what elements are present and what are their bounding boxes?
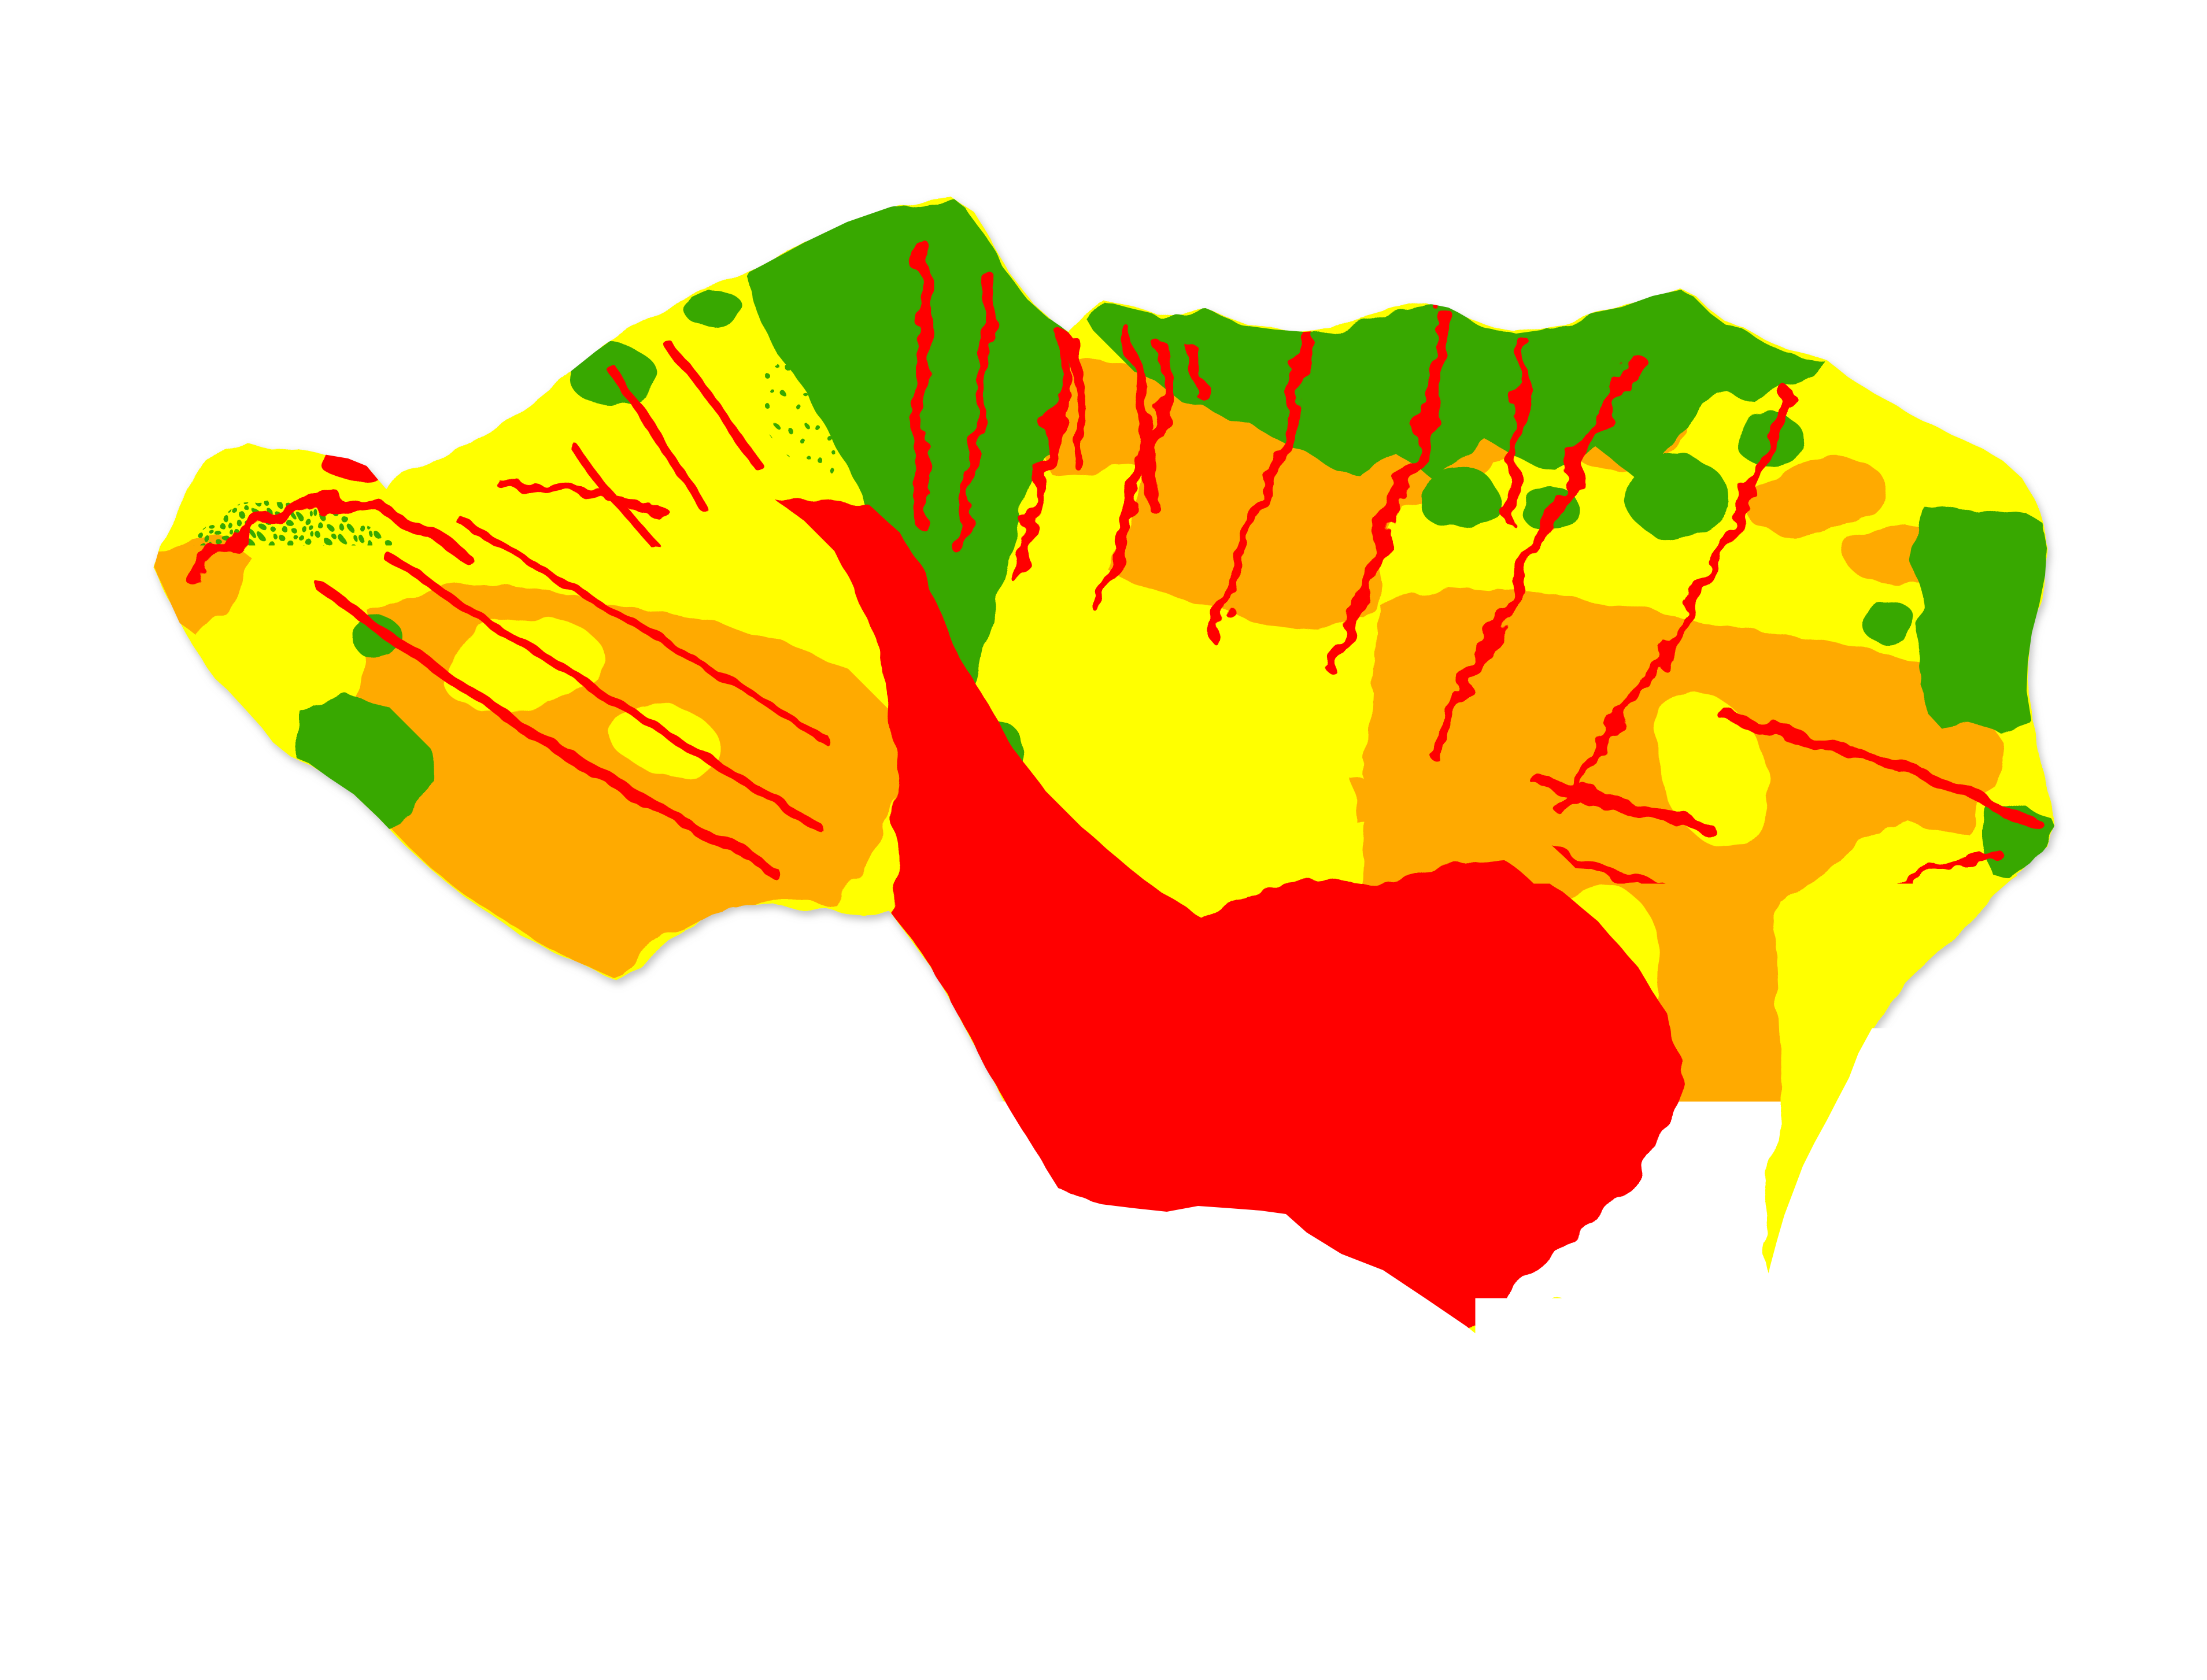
page <box>0 0 2207 1680</box>
map-image <box>0 0 2207 1680</box>
